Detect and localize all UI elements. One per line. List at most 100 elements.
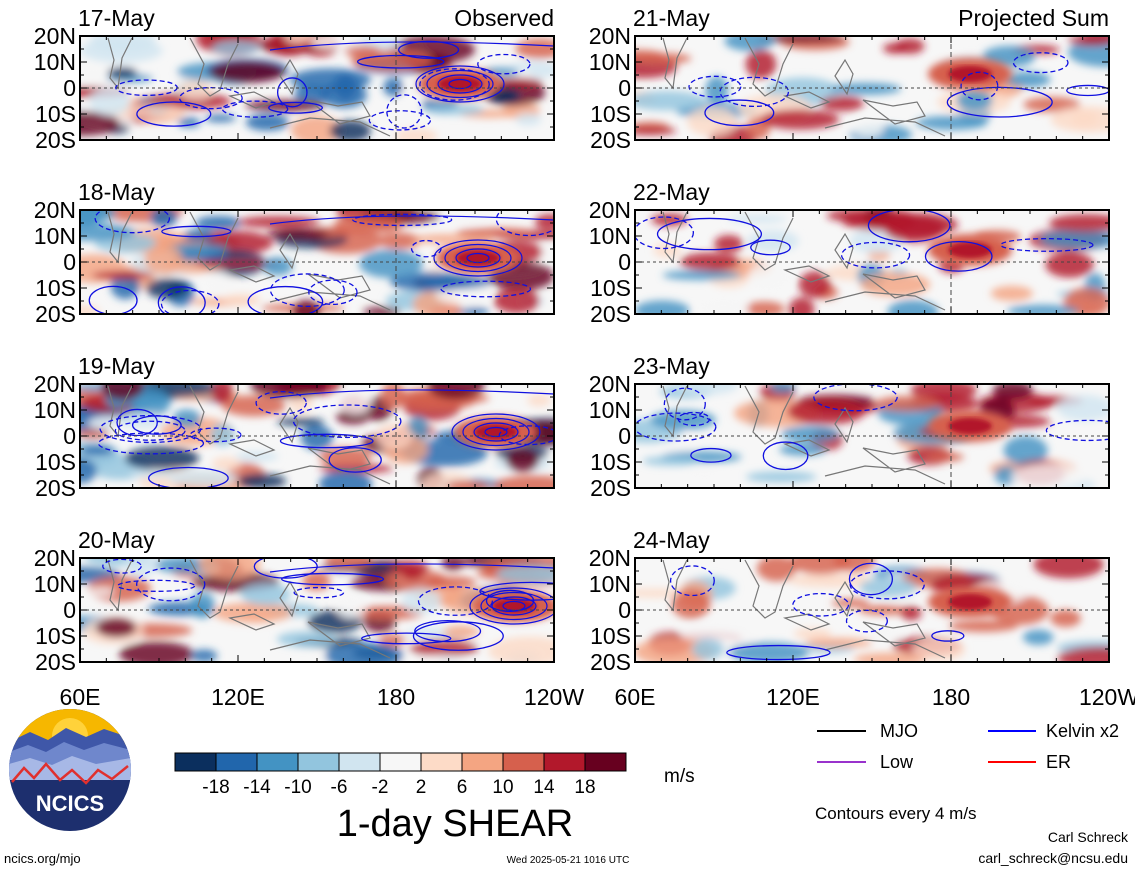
panel-date-label: 24-May bbox=[633, 527, 710, 553]
y-tick-label: 10S bbox=[590, 623, 631, 649]
colorbar-swatch bbox=[502, 752, 545, 772]
x-axis-labels-left: 60E 120E 180 120W bbox=[60, 684, 585, 710]
figure-title: 1-day SHEAR bbox=[337, 803, 574, 845]
colorbar-label: 2 bbox=[416, 777, 427, 798]
colorbar-label: -18 bbox=[202, 777, 229, 798]
y-tick-label: 10N bbox=[589, 223, 631, 249]
x-tick-label: 180 bbox=[932, 684, 970, 710]
y-tick-label: 0 bbox=[618, 249, 631, 275]
y-tick-label: 20S bbox=[590, 649, 631, 675]
colorbar-label: -14 bbox=[243, 777, 271, 798]
contour-note: Contours every 4 m/s bbox=[815, 804, 977, 823]
y-tick-label: 10N bbox=[589, 397, 631, 423]
y-tick-label: 20N bbox=[589, 371, 631, 397]
y-tick-label: 20N bbox=[589, 23, 631, 49]
colorbar-swatch bbox=[297, 752, 340, 772]
y-tick-label: 20S bbox=[35, 301, 76, 327]
y-tick-label: 20S bbox=[590, 475, 631, 501]
y-tick-label: 20S bbox=[35, 127, 76, 153]
x-axis-labels-right: 60E 120E 180 120W bbox=[615, 684, 1135, 710]
y-tick-label: 0 bbox=[63, 597, 76, 623]
panel-date-label: 21-May bbox=[633, 5, 710, 31]
y-tick-label: 10N bbox=[34, 223, 76, 249]
y-tick-label: 0 bbox=[618, 423, 631, 449]
y-tick-label: 20N bbox=[34, 545, 76, 571]
legend-label-mjo: MJO bbox=[880, 721, 918, 741]
y-tick-label: 10S bbox=[35, 449, 76, 475]
colorbar-label: 18 bbox=[574, 777, 595, 798]
x-tick-label: 180 bbox=[377, 684, 415, 710]
x-tick-label: 120W bbox=[524, 684, 584, 710]
colorbar-swatch bbox=[584, 752, 627, 772]
y-tick-label: 10S bbox=[590, 449, 631, 475]
colorbar-label: 10 bbox=[492, 777, 513, 798]
colorbar-swatch bbox=[174, 752, 217, 772]
colorbar-swatch bbox=[215, 752, 258, 772]
y-tick-label: 10N bbox=[34, 49, 76, 75]
y-tick-label: 10N bbox=[34, 571, 76, 597]
panel-date-label: 18-May bbox=[78, 179, 155, 205]
y-tick-label: 0 bbox=[618, 597, 631, 623]
y-tick-label: 20S bbox=[590, 301, 631, 327]
legend-label-er: ER bbox=[1046, 752, 1071, 772]
panel-date-label: 20-May bbox=[78, 527, 155, 553]
x-tick-label: 120E bbox=[211, 684, 265, 710]
y-tick-label: 20N bbox=[589, 545, 631, 571]
panel-date-label: 23-May bbox=[633, 353, 710, 379]
x-tick-label: 120W bbox=[1079, 684, 1135, 710]
colorbar-label: 14 bbox=[533, 777, 555, 798]
y-tick-label: 20N bbox=[34, 371, 76, 397]
ncics-logo: NCICS bbox=[9, 709, 131, 831]
colorbar-swatch bbox=[543, 752, 586, 772]
y-tick-label: 10N bbox=[589, 49, 631, 75]
legend-label-kelvin: Kelvin x2 bbox=[1046, 721, 1119, 741]
panel-date-label: 17-May bbox=[78, 5, 155, 31]
column-header: Projected Sum bbox=[958, 5, 1109, 31]
timestamp: Wed 2025-05-21 1016 UTC bbox=[507, 855, 630, 866]
y-tick-label: 20S bbox=[35, 649, 76, 675]
legend: MJO Kelvin x2 Low ER bbox=[817, 721, 1119, 772]
column-header: Observed bbox=[454, 5, 554, 31]
x-tick-label: 60E bbox=[60, 684, 101, 710]
colorbar-swatch bbox=[379, 752, 422, 772]
x-tick-label: 120E bbox=[766, 684, 820, 710]
panel-date-label: 22-May bbox=[633, 179, 710, 205]
colorbar-swatch bbox=[338, 752, 381, 772]
units-label: m/s bbox=[664, 766, 695, 787]
panel-date-label: 19-May bbox=[78, 353, 155, 379]
colorbar-swatch bbox=[256, 752, 299, 772]
colorbar: -18 -14 -10 -6 -2 2 6 10 14 18 bbox=[174, 752, 627, 798]
colorbar-label: -2 bbox=[372, 777, 389, 798]
y-tick-label: 20N bbox=[34, 23, 76, 49]
legend-label-low: Low bbox=[880, 752, 914, 772]
y-tick-label: 10S bbox=[35, 623, 76, 649]
y-tick-label: 0 bbox=[63, 249, 76, 275]
y-tick-label: 0 bbox=[63, 423, 76, 449]
y-tick-label: 10N bbox=[34, 397, 76, 423]
colorbar-swatch bbox=[420, 752, 463, 772]
author-name: Carl Schreck bbox=[1048, 829, 1129, 845]
y-tick-label: 10S bbox=[590, 101, 631, 127]
author-email: carl_schreck@ncsu.edu bbox=[978, 850, 1128, 866]
colorbar-label: -6 bbox=[331, 777, 348, 798]
logo-text: NCICS bbox=[36, 791, 104, 816]
y-tick-label: 10N bbox=[589, 571, 631, 597]
y-tick-label: 20N bbox=[34, 197, 76, 223]
colorbar-label: 6 bbox=[457, 777, 468, 798]
y-tick-label: 10S bbox=[35, 101, 76, 127]
site-url: ncics.org/mjo bbox=[4, 851, 81, 866]
y-tick-label: 0 bbox=[63, 75, 76, 101]
x-tick-label: 60E bbox=[615, 684, 656, 710]
colorbar-swatch bbox=[461, 752, 504, 772]
y-tick-label: 0 bbox=[618, 75, 631, 101]
y-tick-label: 20S bbox=[590, 127, 631, 153]
y-tick-label: 10S bbox=[590, 275, 631, 301]
